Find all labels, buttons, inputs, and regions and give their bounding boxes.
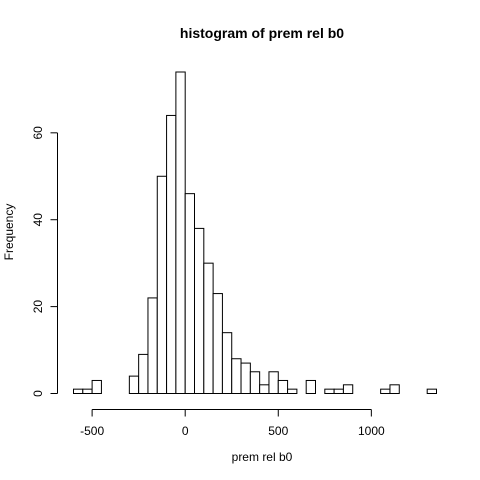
histogram-bar <box>148 298 157 394</box>
histogram-bar <box>390 385 399 394</box>
histogram-bar <box>176 72 185 394</box>
histogram-bar <box>306 380 315 393</box>
histogram-bar <box>427 389 436 393</box>
x-tick-label: 500 <box>268 424 288 438</box>
histogram-bar <box>139 354 148 393</box>
histogram-bar <box>204 263 213 393</box>
histogram-bar <box>334 389 343 393</box>
histogram-bar <box>278 380 287 393</box>
x-tick-label: 1000 <box>358 424 385 438</box>
histogram-bar <box>343 385 352 394</box>
histogram-bar <box>269 372 278 394</box>
histogram-bar <box>157 176 166 393</box>
histogram-bar <box>325 389 334 393</box>
y-tick-label: 40 <box>31 213 45 227</box>
histogram-bar <box>232 359 241 394</box>
histogram-bar <box>222 333 231 394</box>
x-tick-label: 0 <box>182 424 189 438</box>
histogram-bar <box>260 385 269 394</box>
y-tick-label: 0 <box>31 390 45 397</box>
histogram-bar <box>381 389 390 393</box>
histogram-bar <box>250 372 259 394</box>
x-axis: -500 0 500 1000 <box>80 410 385 439</box>
histogram-bar <box>288 389 297 393</box>
x-axis-label: prem rel b0 <box>232 450 293 464</box>
chart-title: histogram of prem rel b0 <box>180 25 344 41</box>
histogram-bar <box>213 294 222 394</box>
histogram-bar <box>92 380 101 393</box>
x-tick-label: -500 <box>80 424 104 438</box>
histogram-bar <box>185 194 194 394</box>
histogram-bar <box>195 228 204 393</box>
histogram-bar <box>83 389 92 393</box>
histogram-bar <box>129 376 138 393</box>
histogram-bar <box>167 115 176 393</box>
histogram-bar <box>241 363 250 393</box>
y-axis-label: Frequency <box>2 204 16 261</box>
bars-group <box>74 72 437 394</box>
y-tick-label: 20 <box>31 300 45 314</box>
histogram-bar <box>74 389 83 393</box>
y-axis: 0 20 40 60 <box>31 126 58 397</box>
y-tick-label: 60 <box>31 126 45 140</box>
